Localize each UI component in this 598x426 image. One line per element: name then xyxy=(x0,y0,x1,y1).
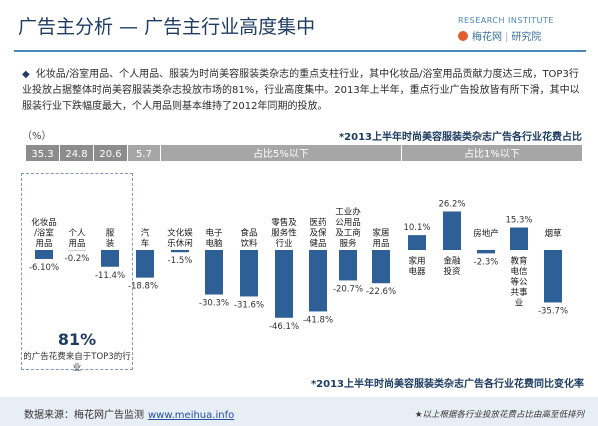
source-link[interactable]: www.meihua.info xyxy=(148,410,235,421)
share-strip-value: 35.3 xyxy=(31,149,53,160)
share-strip-cell xyxy=(128,145,160,161)
share-strip-group xyxy=(161,145,401,161)
logo-sub: 研究院 xyxy=(511,32,542,43)
data-label: -41.8% xyxy=(303,315,333,325)
tick-label: 工业办公用品及工商服务 xyxy=(335,207,361,250)
bar xyxy=(339,250,357,281)
logo-wordmark: 梅花网 | 研究院 xyxy=(458,28,588,43)
logo-tagline: RESEARCH INSTITUTE xyxy=(458,16,554,25)
bar xyxy=(136,250,154,278)
data-label: 15.3% xyxy=(505,216,532,226)
tick-label: 教育电信等公共事业 xyxy=(510,255,528,308)
bar xyxy=(275,250,293,318)
share-strip-value: 20.6 xyxy=(99,149,121,160)
share-strip-value: 5.7 xyxy=(136,149,152,160)
chart-title: *2013上半年时尚美容服装类杂志广告各行业花费占比 xyxy=(338,132,582,143)
data-label: -11.4% xyxy=(95,271,125,281)
tick-label: 零售及服务性行业 xyxy=(271,217,297,249)
data-label: 10.1% xyxy=(403,223,430,233)
bar xyxy=(443,211,461,250)
footer-source: 数据来源：梅花网广告监测 www.meihua.info xyxy=(24,406,234,421)
bar xyxy=(240,250,258,297)
bar xyxy=(35,250,53,259)
logo-flower-icon xyxy=(458,31,468,41)
share-strip-group-label: 占比1%以下 xyxy=(464,147,520,160)
tick-label: 汽车 xyxy=(141,228,150,250)
data-label: -0.2% xyxy=(65,254,90,264)
tick-label: 医药及保健品 xyxy=(309,217,327,249)
bar xyxy=(510,227,528,250)
data-label: -20.7% xyxy=(333,284,363,294)
footer-band xyxy=(0,397,598,426)
data-label: -18.8% xyxy=(128,282,158,292)
chart-note: *2013上半年时尚美容服装类杂志广告各行业花费同比变化率 xyxy=(310,379,584,390)
top3-share-value: 81% xyxy=(57,330,97,349)
share-strip-group-label: 占比5%以下 xyxy=(253,147,309,160)
header-divider xyxy=(14,50,586,52)
share-strip-cell xyxy=(60,145,93,161)
data-label: -2.3% xyxy=(474,257,499,267)
tick-label: 文化娱乐休闲 xyxy=(167,228,193,250)
chart-unit: （%） xyxy=(22,131,52,142)
tick-label: 金融投资 xyxy=(443,255,461,277)
data-label: -22.6% xyxy=(366,287,396,297)
tick-label: 化妆品/浴室用品 xyxy=(31,217,57,249)
bullet-diamond-icon: ◆ xyxy=(22,69,30,80)
share-strip-cell xyxy=(26,145,59,161)
bar xyxy=(171,250,189,253)
footer-note: ★以上根据各行业投放花费占比由高至低排列 xyxy=(414,410,584,420)
bar xyxy=(205,250,223,295)
bar xyxy=(477,250,495,254)
tick-label: 家居用品 xyxy=(372,228,389,250)
tick-label: 食品饮料 xyxy=(240,228,258,250)
logo-separator: | xyxy=(505,32,509,43)
share-strip-group xyxy=(402,145,582,161)
tick-label: 家用电器 xyxy=(408,255,426,277)
top3-share-caption: 的广告花费来自于TOP3的行业 xyxy=(23,352,131,373)
logo-name: 梅花网 xyxy=(472,32,502,43)
data-label: -30.3% xyxy=(199,299,229,309)
bar xyxy=(309,250,327,312)
data-label: -1.5% xyxy=(168,256,193,266)
top3-highlight-box xyxy=(21,173,133,370)
bar xyxy=(544,250,562,303)
bar xyxy=(101,250,119,267)
bar xyxy=(372,250,390,284)
intro-text: 化妆品/浴室用品、个人用品、服装为时尚美容服装类杂志的重点支柱行业，其中化妆品/… xyxy=(22,69,580,112)
tick-label: 烟草 xyxy=(544,228,562,239)
source-label: 数据来源：梅花网广告监测 xyxy=(24,410,144,421)
share-strip-value: 24.8 xyxy=(65,149,87,160)
tick-label: 服装 xyxy=(106,229,115,250)
data-label: 26.2% xyxy=(438,199,465,209)
bar xyxy=(408,235,426,250)
data-label: -35.7% xyxy=(538,306,568,316)
data-label: -6.10% xyxy=(29,263,59,273)
tick-label: 个人用品 xyxy=(68,229,86,250)
intro-paragraph: ◆ 化妆品/浴室用品、个人用品、服装为时尚美容服装类杂志的重点支柱行业，其中化妆品… xyxy=(22,67,584,115)
tick-label: 房地产 xyxy=(473,228,499,239)
page-title: 广告主分析 — 广告主行业高度集中 xyxy=(18,16,316,38)
data-label: -46.1% xyxy=(269,322,299,332)
share-strip-cell xyxy=(94,145,127,161)
data-label: -31.6% xyxy=(234,300,264,310)
tick-label: 电子电脑 xyxy=(205,228,223,250)
brand-logo: RESEARCH INSTITUTE 梅花网 | 研究院 xyxy=(458,16,588,43)
